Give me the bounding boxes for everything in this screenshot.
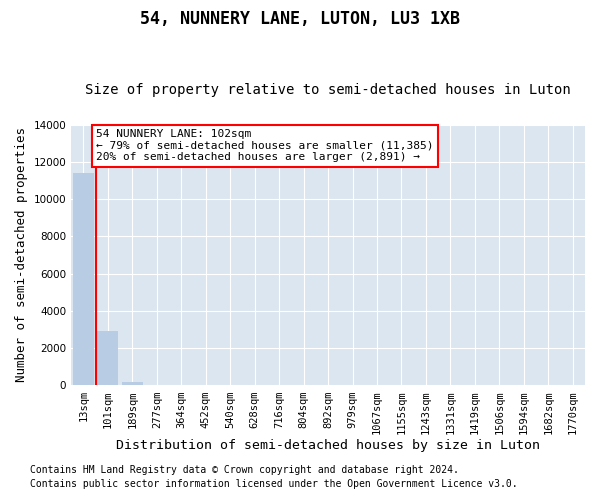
Bar [97, 332, 118, 386]
Bar [122, 382, 143, 386]
Text: 54, NUNNERY LANE, LUTON, LU3 1XB: 54, NUNNERY LANE, LUTON, LU3 1XB [140, 10, 460, 28]
Bar [73, 174, 94, 386]
Text: Contains HM Land Registry data © Crown copyright and database right 2024.
Contai: Contains HM Land Registry data © Crown c… [30, 465, 518, 489]
Y-axis label: Number of semi-detached properties: Number of semi-detached properties [15, 128, 28, 382]
X-axis label: Distribution of semi-detached houses by size in Luton: Distribution of semi-detached houses by … [116, 440, 540, 452]
Title: Size of property relative to semi-detached houses in Luton: Size of property relative to semi-detach… [85, 83, 571, 97]
Text: 54 NUNNERY LANE: 102sqm
← 79% of semi-detached houses are smaller (11,385)
20% o: 54 NUNNERY LANE: 102sqm ← 79% of semi-de… [96, 129, 434, 162]
